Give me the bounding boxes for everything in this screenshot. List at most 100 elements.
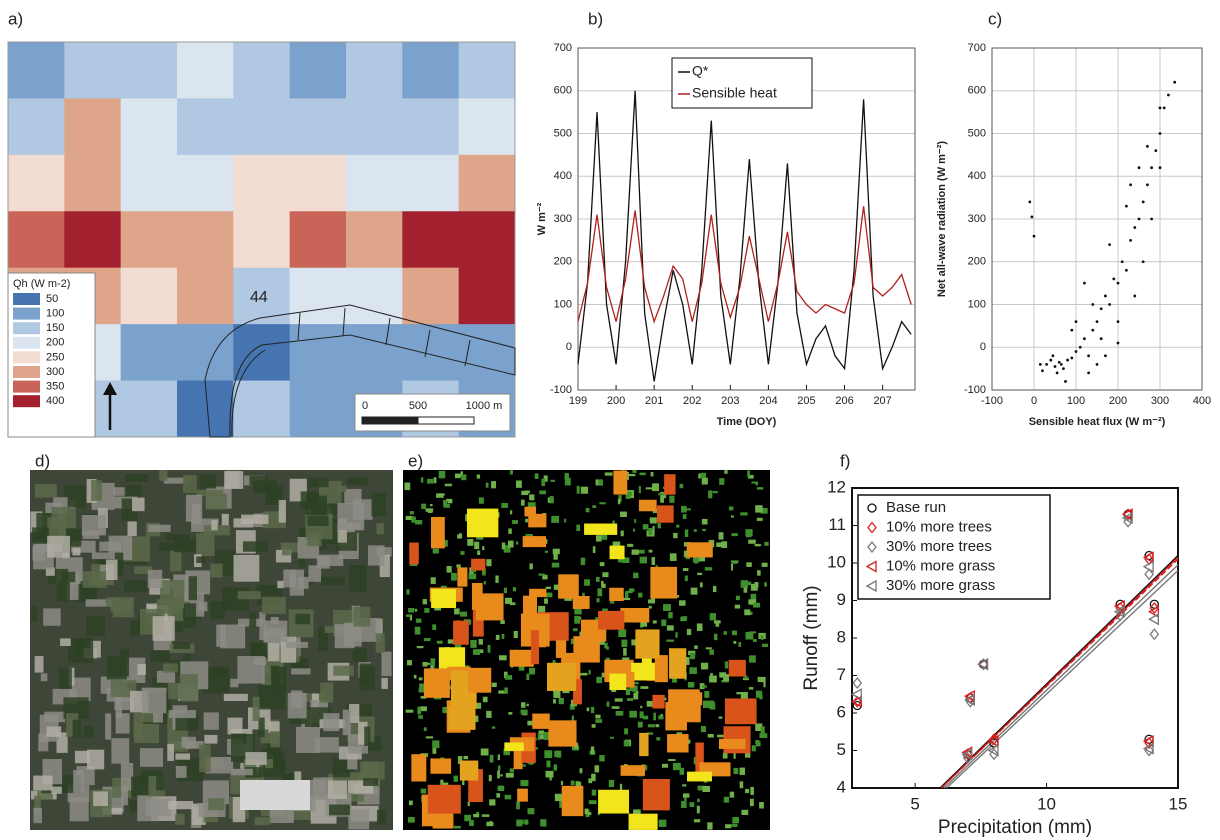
panel-label: c) — [988, 9, 1002, 28]
photo-patch — [337, 502, 365, 531]
map-vegetation — [462, 779, 465, 786]
map-vegetation — [529, 667, 536, 675]
map-vegetation — [549, 495, 554, 504]
photo-patch — [170, 549, 182, 572]
map-vegetation — [632, 470, 637, 473]
photo-patch — [327, 780, 347, 799]
scatter-point — [1154, 149, 1158, 153]
map-vegetation — [681, 801, 687, 808]
legend-label: Sensible heat — [692, 85, 777, 101]
map-vegetation — [633, 692, 639, 700]
map-vegetation — [653, 712, 656, 721]
map-vegetation — [432, 624, 437, 631]
x-tick-label: 200 — [1109, 395, 1127, 407]
map-vegetation — [747, 470, 750, 478]
heat-cell — [120, 98, 178, 156]
photo-patch — [51, 786, 62, 794]
map-vegetation — [611, 706, 620, 709]
photo-patch — [379, 554, 390, 578]
map-vegetation — [453, 825, 461, 829]
map-vegetation — [682, 568, 689, 572]
map-vegetation — [482, 546, 485, 551]
scatter-point — [1099, 307, 1103, 311]
map-vegetation — [615, 710, 624, 716]
map-vegetation — [485, 482, 489, 488]
map-vegetation — [702, 528, 706, 532]
photo-patch — [208, 798, 225, 811]
map-vegetation — [690, 587, 698, 595]
map-vegetation — [740, 691, 748, 699]
map-vegetation — [553, 690, 561, 698]
map-vegetation — [734, 604, 741, 609]
map-vegetation — [427, 478, 434, 484]
map-vegetation — [748, 539, 756, 544]
photo-patch — [153, 711, 163, 723]
photo-patch — [298, 557, 306, 568]
photo-patch — [129, 800, 138, 812]
map-vegetation — [604, 472, 613, 476]
map-vegetation — [529, 563, 533, 570]
map-vegetation — [626, 491, 633, 496]
legend-label: 50 — [46, 293, 58, 305]
marker — [1113, 605, 1125, 618]
photo-patch — [150, 650, 170, 662]
x-tick-label: 0 — [1031, 395, 1037, 407]
legend-label: 350 — [46, 381, 64, 393]
map-vegetation — [750, 593, 757, 600]
map-vegetation — [697, 785, 705, 791]
photo-patch — [167, 744, 174, 761]
map-vegetation — [658, 493, 667, 496]
map-vegetation — [693, 556, 700, 563]
x-tick-label: -100 — [981, 395, 1003, 407]
marker — [1142, 560, 1154, 573]
map-vegetation — [558, 697, 564, 705]
map-vegetation — [731, 823, 738, 827]
map-vegetation — [526, 703, 529, 707]
map-building — [609, 545, 625, 560]
y-tick-label: 600 — [554, 85, 572, 97]
photo-patch — [359, 666, 375, 691]
scatter-point — [1091, 303, 1095, 306]
plot-frame — [851, 487, 1179, 789]
map-vegetation — [760, 726, 765, 735]
map-building — [598, 610, 625, 630]
photo-patch — [261, 596, 286, 615]
map-vegetation — [599, 638, 605, 645]
x-tick-label: 204 — [759, 395, 777, 407]
map-building — [639, 732, 649, 757]
plot-frame — [991, 47, 1203, 391]
map-vegetation — [617, 498, 621, 505]
scale-label: 1000 m — [466, 400, 503, 412]
heat-cell — [120, 380, 178, 438]
photo-patch — [44, 711, 66, 723]
map-vegetation — [538, 573, 546, 576]
y-tick-label: 300 — [968, 213, 986, 225]
map-vegetation — [447, 685, 454, 690]
map-vegetation — [733, 767, 739, 775]
photo-patch — [286, 641, 309, 648]
photo-patch — [82, 571, 107, 588]
map-building — [572, 596, 590, 609]
map-vegetation — [679, 767, 685, 775]
photo-patch — [72, 719, 81, 738]
map-vegetation — [632, 685, 638, 692]
map-vegetation — [640, 621, 648, 627]
map-vegetation — [623, 740, 630, 747]
map-vegetation — [756, 741, 761, 747]
scatter-point — [1028, 200, 1032, 204]
map-vegetation — [638, 549, 645, 554]
map-vegetation — [634, 519, 637, 523]
map-vegetation — [679, 600, 686, 606]
map-vegetation — [639, 472, 646, 476]
marker — [850, 688, 862, 701]
map-vegetation — [505, 772, 514, 778]
heat-cell — [177, 154, 234, 212]
map-vegetation — [689, 667, 697, 675]
photo-patch — [114, 698, 135, 711]
photo-patch — [196, 533, 215, 557]
map-vegetation — [750, 786, 754, 795]
legend-marker — [865, 560, 877, 573]
map-vegetation — [595, 714, 601, 719]
map-building — [638, 499, 657, 512]
map-vegetation — [733, 750, 736, 759]
